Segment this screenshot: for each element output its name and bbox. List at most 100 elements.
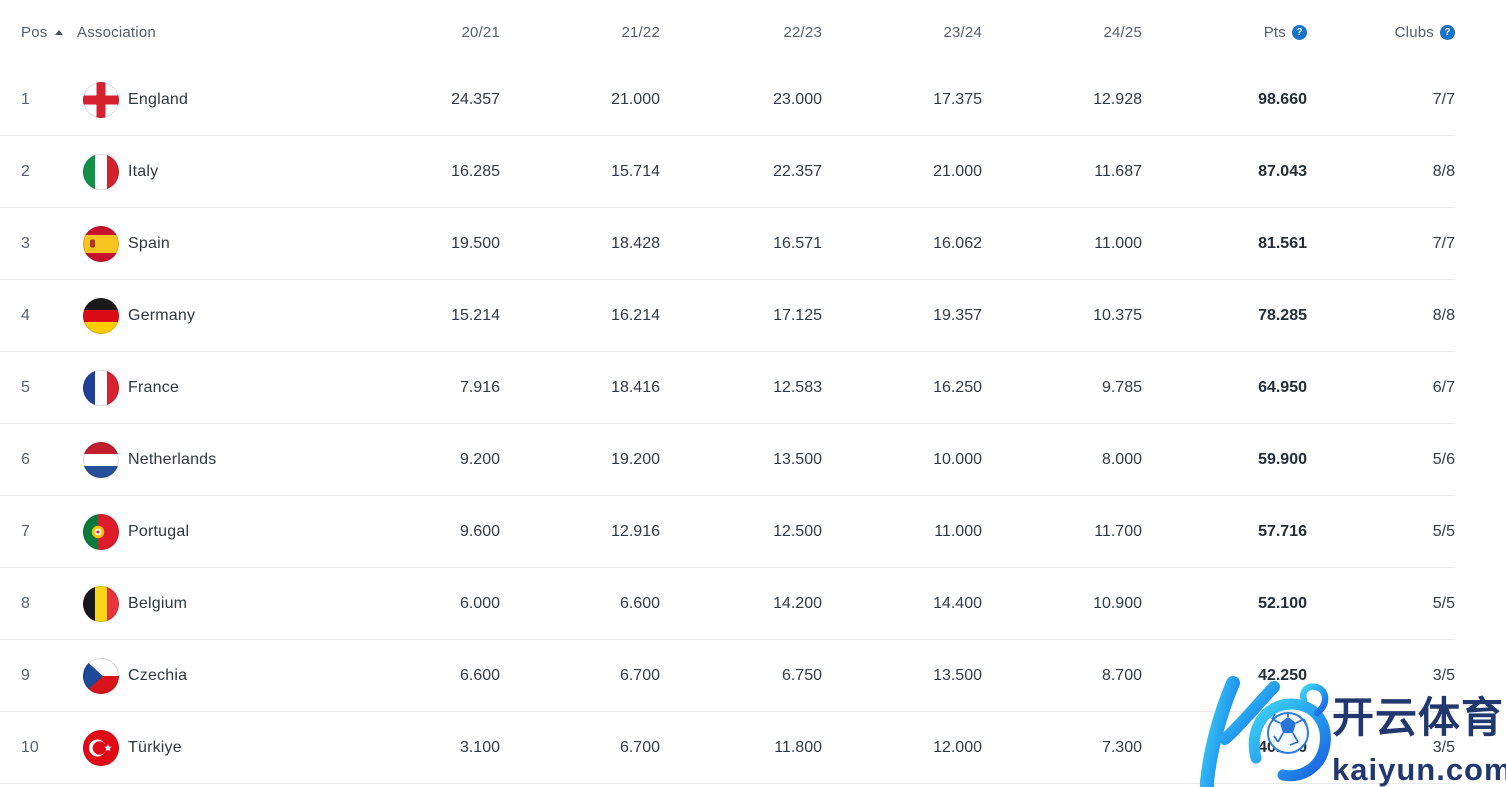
flag-spain-icon <box>83 225 119 262</box>
points-total-value: 81.561 <box>1258 234 1307 252</box>
points-total-value: 78.285 <box>1258 306 1307 324</box>
table-row[interactable]: 5 France 7.916 18.416 12.583 16.250 9.78… <box>0 352 1455 424</box>
season-23-24-value: 11.000 <box>934 522 982 540</box>
clubs-count-value: 3/5 <box>1432 738 1455 756</box>
association-cell[interactable]: Germany <box>60 280 390 351</box>
clubs-count-value: 6/7 <box>1432 378 1455 396</box>
sort-ascending-icon <box>55 29 64 35</box>
position-value: 2 <box>21 162 30 180</box>
season-22-23-value: 14.200 <box>773 594 822 612</box>
association-cell[interactable]: Türkiye <box>60 712 390 783</box>
season-24-25-value: 10.375 <box>1093 306 1142 324</box>
points-total-value: 42.250 <box>1258 666 1307 684</box>
season-21-22-value: 16.214 <box>611 306 660 324</box>
country-name: Czechia <box>128 666 188 684</box>
season-24-25-value: 7.300 <box>1101 738 1142 756</box>
season-22-23-value: 13.500 <box>773 450 822 468</box>
table-row[interactable]: 3 Spain 19.500 18.428 16.571 16.062 11.0… <box>0 208 1455 280</box>
position-value: 3 <box>21 234 30 252</box>
association-cell[interactable]: Italy <box>60 136 390 207</box>
association-cell[interactable]: Portugal <box>60 496 390 567</box>
association-cell[interactable]: Czechia <box>60 640 390 711</box>
season-22-23-value: 12.500 <box>773 522 822 540</box>
table-row[interactable]: 7 Portugal 9.600 12.916 12.500 11.000 11… <box>0 496 1455 568</box>
season-23-24-value: 21.000 <box>933 162 982 180</box>
column-header-s2425[interactable]: 24/25 <box>982 0 1142 64</box>
season-20-21-value: 19.500 <box>451 234 500 252</box>
association-cell[interactable]: England <box>60 64 390 135</box>
column-header-s2122[interactable]: 21/22 <box>500 0 660 64</box>
flag-netherlands-icon <box>83 441 119 478</box>
table-row[interactable]: 1 England 24.357 21.000 23.000 17.375 12… <box>0 64 1455 136</box>
table-row[interactable]: 9 Czechia 6.600 6.700 6.750 13.500 8.700… <box>0 640 1455 712</box>
season-23-24-value: 16.062 <box>933 234 982 252</box>
season-22-23-value: 16.571 <box>773 234 822 252</box>
country-name: Netherlands <box>128 450 217 468</box>
column-header-pos[interactable]: Pos <box>0 0 64 64</box>
column-header-label: Association <box>77 23 156 41</box>
season-22-23-value: 6.750 <box>781 666 822 684</box>
table-row[interactable]: 8 Belgium 6.000 6.600 14.200 14.400 10.9… <box>0 568 1455 640</box>
season-24-25-value: 8.000 <box>1101 450 1142 468</box>
season-24-25-value: 9.785 <box>1101 378 1142 396</box>
country-name: Türkiye <box>128 738 182 756</box>
flag-france-icon <box>83 369 119 406</box>
column-header-clubs[interactable]: Clubs? <box>1307 0 1455 64</box>
table-row[interactable]: 10 Türkiye 3.100 6.700 11.800 12.000 7.3… <box>0 712 1455 784</box>
clubs-count-value: 7/7 <box>1432 90 1455 108</box>
country-name: France <box>128 378 179 396</box>
column-header-pts[interactable]: Pts? <box>1142 0 1307 64</box>
table-row[interactable]: 4 Germany 15.214 16.214 17.125 19.357 10… <box>0 280 1455 352</box>
season-20-21-value: 6.000 <box>459 594 500 612</box>
table-row[interactable]: 6 Netherlands 9.200 19.200 13.500 10.000… <box>0 424 1455 496</box>
season-21-22-value: 6.600 <box>619 594 660 612</box>
association-cell[interactable]: Spain <box>60 208 390 279</box>
info-tooltip-icon[interactable]: ? <box>1440 24 1455 40</box>
season-20-21-value: 24.357 <box>451 90 500 108</box>
season-23-24-value: 10.000 <box>933 450 982 468</box>
country-name: Italy <box>128 162 159 180</box>
season-22-23-value: 17.125 <box>773 306 822 324</box>
flag-portugal-icon <box>83 513 119 550</box>
column-header-label: 23/24 <box>943 23 982 41</box>
season-22-23-value: 12.583 <box>773 378 822 396</box>
position-value: 9 <box>21 666 30 684</box>
clubs-count-value: 7/7 <box>1432 234 1455 252</box>
season-20-21-value: 3.100 <box>459 738 500 756</box>
column-header-label: Pts <box>1263 23 1286 41</box>
flag-england-icon <box>83 81 119 118</box>
season-24-25-value: 10.900 <box>1093 594 1142 612</box>
points-total-value: 87.043 <box>1258 162 1307 180</box>
column-header-label: 20/21 <box>461 23 500 41</box>
position-value: 5 <box>21 378 30 396</box>
column-header-label: 24/25 <box>1103 23 1142 41</box>
season-21-22-value: 18.428 <box>611 234 660 252</box>
season-20-21-value: 6.600 <box>459 666 500 684</box>
clubs-count-value: 3/5 <box>1432 666 1455 684</box>
association-cell[interactable]: Netherlands <box>60 424 390 495</box>
clubs-count-value: 8/8 <box>1432 306 1455 324</box>
column-header-label: 21/22 <box>621 23 660 41</box>
season-21-22-value: 15.714 <box>611 162 660 180</box>
table-row[interactable]: 2 Italy 16.285 15.714 22.357 21.000 11.6… <box>0 136 1455 208</box>
position-value: 4 <box>21 306 30 324</box>
season-22-23-value: 11.800 <box>774 738 822 756</box>
points-total-value: 57.716 <box>1258 522 1307 540</box>
country-name: Spain <box>128 234 170 252</box>
position-value: 7 <box>21 522 30 540</box>
info-tooltip-icon[interactable]: ? <box>1292 24 1307 40</box>
points-total-value: 40.900 <box>1258 738 1307 756</box>
association-cell[interactable]: Belgium <box>60 568 390 639</box>
clubs-count-value: 5/6 <box>1432 450 1455 468</box>
column-header-s2021[interactable]: 20/21 <box>390 0 500 64</box>
association-cell[interactable]: France <box>60 352 390 423</box>
flag-italy-icon <box>83 153 119 190</box>
column-header-assoc[interactable]: Association <box>60 0 390 64</box>
season-24-25-value: 11.000 <box>1094 234 1142 252</box>
flag-czechia-icon <box>83 657 119 694</box>
season-24-25-value: 11.687 <box>1094 162 1142 180</box>
season-21-22-value: 18.416 <box>611 378 660 396</box>
column-header-s2324[interactable]: 23/24 <box>822 0 982 64</box>
column-header-s2223[interactable]: 22/23 <box>660 0 822 64</box>
